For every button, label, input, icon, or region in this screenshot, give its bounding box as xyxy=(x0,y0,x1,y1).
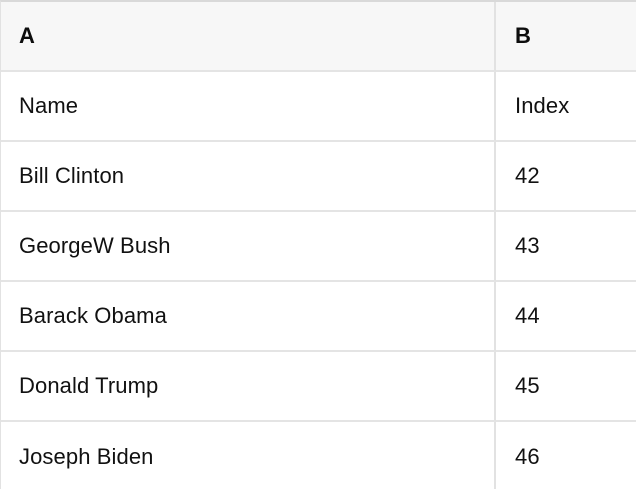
table-row: GeorgeW Bush 43 xyxy=(1,212,636,282)
cell-b3[interactable]: 43 xyxy=(496,212,636,282)
cell-a4[interactable]: Barack Obama xyxy=(1,282,496,352)
column-header-a-label: A xyxy=(19,23,35,48)
cell-text: 46 xyxy=(515,444,540,469)
cell-a6[interactable]: Joseph Biden xyxy=(1,422,496,489)
cell-b1[interactable]: Index xyxy=(496,72,636,142)
table-header-row: A B xyxy=(1,2,636,72)
cell-a1[interactable]: Name xyxy=(1,72,496,142)
cell-text: Name xyxy=(19,93,79,118)
column-header-b[interactable]: B xyxy=(496,2,636,72)
cell-text: Barack Obama xyxy=(19,303,167,328)
cell-text: Bill Clinton xyxy=(19,163,125,188)
cell-text: Donald Trump xyxy=(19,373,159,398)
cell-text: 45 xyxy=(515,373,540,398)
column-header-b-label: B xyxy=(515,23,531,48)
cell-a2[interactable]: Bill Clinton xyxy=(1,142,496,212)
table-row: Joseph Biden 46 xyxy=(1,422,636,489)
cell-b5[interactable]: 45 xyxy=(496,352,636,422)
cell-text: 43 xyxy=(515,233,540,258)
cell-text: 42 xyxy=(515,163,540,188)
cell-a3[interactable]: GeorgeW Bush xyxy=(1,212,496,282)
cell-text: Index xyxy=(515,93,570,118)
cell-b2[interactable]: 42 xyxy=(496,142,636,212)
cell-b6[interactable]: 46 xyxy=(496,422,636,489)
cell-text: Joseph Biden xyxy=(19,444,154,469)
cell-text: GeorgeW Bush xyxy=(19,233,171,258)
column-header-a[interactable]: A xyxy=(1,2,496,72)
table-row: Barack Obama 44 xyxy=(1,282,636,352)
cell-text: 44 xyxy=(515,303,540,328)
table-row: Name Index xyxy=(1,72,636,142)
cell-a5[interactable]: Donald Trump xyxy=(1,352,496,422)
cell-b4[interactable]: 44 xyxy=(496,282,636,352)
table-row: Donald Trump 45 xyxy=(1,352,636,422)
table-row: Bill Clinton 42 xyxy=(1,142,636,212)
